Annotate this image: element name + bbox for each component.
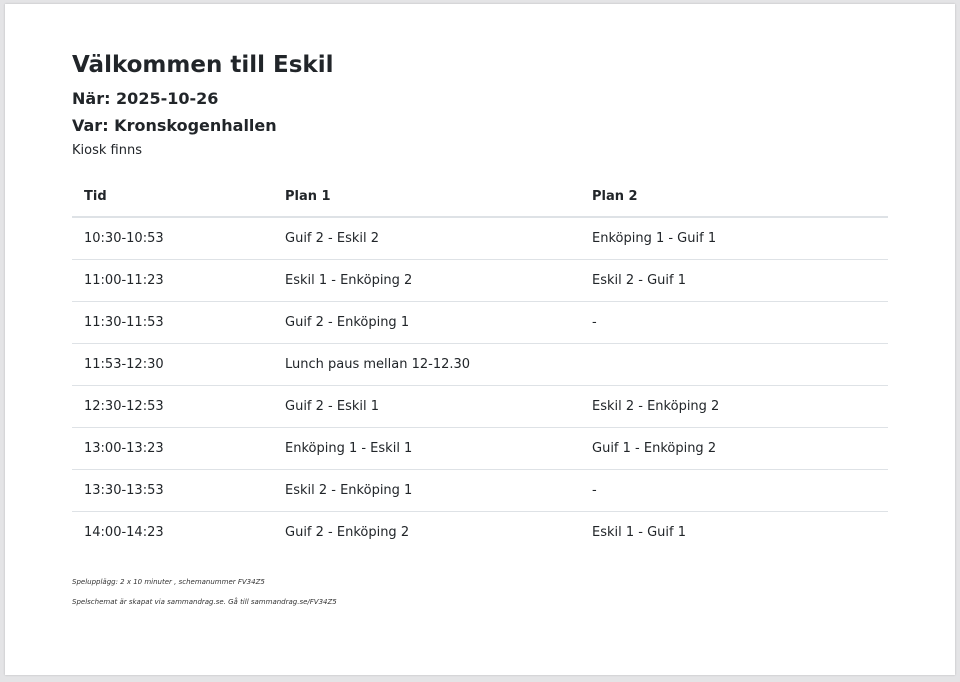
- cell-plan-2: Eskil 2 - Enköping 2: [580, 385, 888, 428]
- table-row: 10:30-10:53 Guif 2 - Eskil 2 Enköping 1 - …: [72, 217, 888, 260]
- cell-plan-2: [580, 343, 888, 386]
- table-row: 13:00-13:23 Enköping 1 - Eskil 1 Guif 1 - …: [72, 427, 888, 470]
- header-plan-1: Plan 1: [273, 176, 580, 218]
- cell-plan-2: Eskil 1 - Guif 1: [592, 525, 687, 540]
- kiosk-note: Kiosk finns: [72, 143, 142, 158]
- cell-time: 13:00-13:23: [72, 427, 273, 470]
- cell-time: 11:53-12:30: [72, 343, 273, 386]
- cell-plan-1: Enköping 1 - Eskil 1: [273, 427, 580, 470]
- event-location: Var: Kronskogenhallen: [72, 116, 277, 135]
- document-page: Välkommen till Eskil När: 2025-10-26 Var…: [5, 4, 955, 675]
- table-row: 14:00-14:23 Guif 2 - Enköping 2 Eskil 1 - …: [72, 512, 888, 554]
- cell-time: 14:00-14:23: [84, 525, 164, 540]
- cell-plan-1: Guif 2 - Enköping 1: [273, 301, 580, 344]
- footer-setup: Spelupplägg: 2 x 10 minuter , schemanumm…: [72, 578, 265, 586]
- table-row: 11:53-12:30 Lunch paus mellan 12-12.30: [72, 343, 888, 386]
- cell-time: 10:30-10:53: [72, 217, 273, 260]
- table-row: 13:30-13:53 Eskil 2 - Enköping 1-: [72, 469, 888, 512]
- cell-plan-2: Eskil 2 - Guif 1: [580, 259, 888, 302]
- cell-plan-1: Guif 2 - Enköping 2: [285, 525, 410, 540]
- event-date: När: 2025-10-26: [72, 89, 219, 108]
- table-row: 11:00-11:23 Eskil 1 - Enköping 2 Eskil 2 -…: [72, 259, 888, 302]
- cell-plan-1: Guif 2 - Eskil 2: [273, 217, 580, 260]
- cell-plan-1: Guif 2 - Eskil 1: [273, 385, 580, 428]
- table-row: 11:30-11:53 Guif 2 - Enköping 1-: [72, 301, 888, 344]
- header-plan-2: Plan 2: [580, 176, 888, 218]
- cell-time: 11:30-11:53: [72, 301, 273, 344]
- cell-time: 13:30-13:53: [72, 469, 273, 512]
- cell-plan-2: -: [580, 301, 888, 344]
- cell-time: 11:00-11:23: [72, 259, 273, 302]
- cell-plan-2: Guif 1 - Enköping 2: [580, 427, 888, 470]
- table-header-row: Tid Plan 1 Plan 2: [72, 176, 888, 218]
- footer-source: Spelschemat är skapat via sammandrag.se.…: [72, 598, 337, 606]
- cell-plan-2: -: [580, 469, 888, 512]
- cell-time: 12:30-12:53: [72, 385, 273, 428]
- cell-plan-1: Eskil 2 - Enköping 1: [273, 469, 580, 512]
- table-row: 12:30-12:53 Guif 2 - Eskil 1 Eskil 2 - Enk…: [72, 385, 888, 428]
- schedule-table: Tid Plan 1 Plan 2 10:30-10:53 Guif 2 - Es…: [72, 176, 888, 553]
- cell-plan-1: Lunch paus mellan 12-12.30: [273, 343, 580, 386]
- cell-plan-2: Enköping 1 - Guif 1: [580, 217, 888, 260]
- header-time: Tid: [72, 176, 273, 218]
- cell-plan-1: Eskil 1 - Enköping 2: [273, 259, 580, 302]
- page-title: Välkommen till Eskil: [72, 52, 334, 78]
